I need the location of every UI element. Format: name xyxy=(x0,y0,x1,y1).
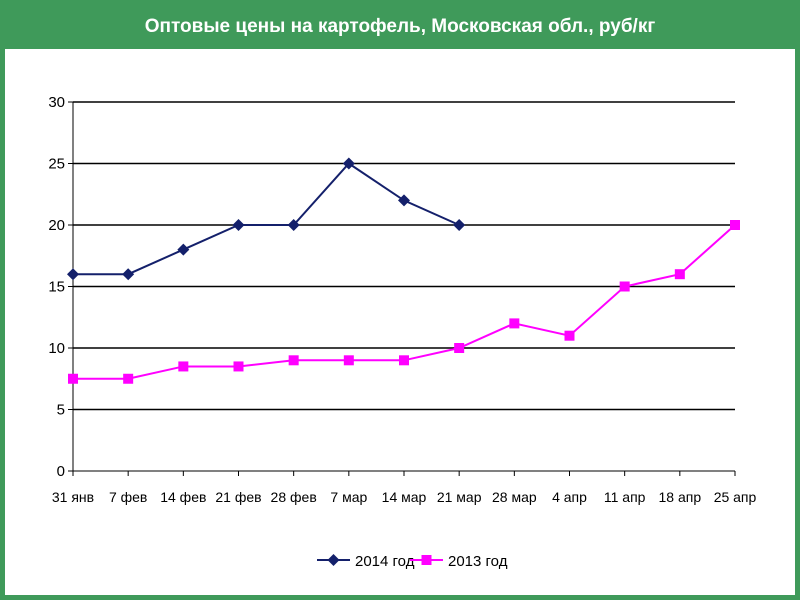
legend-label: 2013 год xyxy=(448,553,508,570)
data-point xyxy=(178,361,189,372)
legend-marker xyxy=(327,554,340,566)
data-point xyxy=(122,268,135,281)
x-tick-label: 28 мар xyxy=(492,489,537,505)
data-point xyxy=(343,355,354,366)
x-tick-label: 21 фев xyxy=(215,489,261,505)
x-tick-label: 14 мар xyxy=(382,489,427,505)
data-point xyxy=(288,355,299,366)
y-tick-label: 10 xyxy=(48,340,65,357)
data-point xyxy=(674,269,685,280)
data-point xyxy=(453,219,466,231)
data-point xyxy=(68,373,78,384)
chart-area: 0 5 10 15 20 25 30 31 янв 7 фев 14 фев 21 фев 28 фе… xyxy=(5,49,795,595)
y-tick-label: 20 xyxy=(48,217,65,234)
data-point xyxy=(454,343,465,353)
x-tick-label: 7 мар xyxy=(330,489,367,505)
x-tick-label: 21 мар xyxy=(437,489,482,505)
x-tick-label: 25 апр xyxy=(714,489,757,505)
y-tick-label: 25 xyxy=(48,156,65,173)
x-tick-label: 28 фев xyxy=(271,489,317,505)
y-tick-label: 30 xyxy=(48,94,65,111)
y-tick-label: 15 xyxy=(48,279,65,296)
line-chart: 0 5 10 15 20 25 30 31 янв 7 фев 14 фев 21 фев 28 фе… xyxy=(48,94,757,570)
data-point xyxy=(398,194,410,207)
data-point xyxy=(232,219,245,231)
data-point xyxy=(730,220,740,230)
x-tick-label: 31 янв xyxy=(52,489,94,505)
x-tick-label: 11 апр xyxy=(604,489,646,505)
y-tick-label: 0 xyxy=(57,463,65,480)
data-point xyxy=(177,243,190,256)
data-point xyxy=(399,355,409,366)
y-tick-label: 5 xyxy=(57,402,65,419)
data-point xyxy=(287,219,300,231)
x-tick-label: 4 апр xyxy=(552,489,587,505)
chart-title: Оптовые цены на картофель, Московская об… xyxy=(5,5,795,49)
data-point xyxy=(564,330,575,341)
data-point xyxy=(67,268,79,281)
data-point xyxy=(619,281,630,292)
data-point xyxy=(509,318,520,329)
legend-label: 2014 год xyxy=(355,553,415,570)
x-tick-label: 14 фев xyxy=(160,489,206,505)
series-line-2014-год xyxy=(73,162,460,276)
x-tick-label: 7 фев xyxy=(109,489,147,505)
data-point xyxy=(123,373,134,384)
data-point xyxy=(342,157,355,170)
x-tick-label: 18 апр xyxy=(659,489,702,505)
legend-marker xyxy=(421,555,432,565)
data-point xyxy=(233,361,244,372)
